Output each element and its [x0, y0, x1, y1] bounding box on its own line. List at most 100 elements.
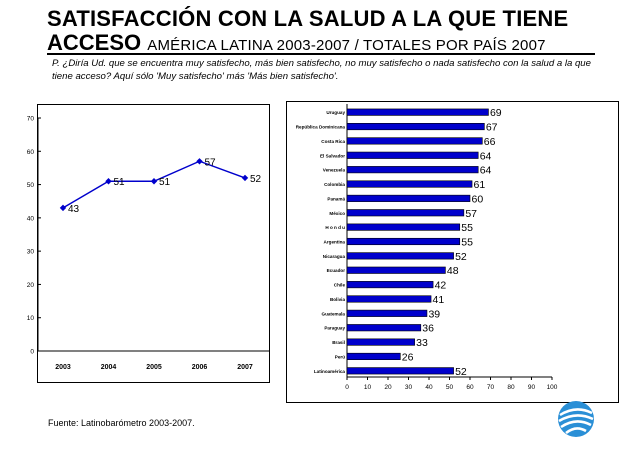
y-tick-label: 0: [30, 349, 34, 356]
y-tick-label: 30: [27, 249, 35, 256]
data-point: [196, 158, 203, 165]
data-label: 48: [447, 265, 459, 277]
data-label: 41: [433, 294, 445, 306]
bar: [346, 324, 422, 332]
x-tick-label: 2006: [192, 364, 208, 371]
data-point: [59, 204, 67, 212]
data-label: 55: [461, 222, 473, 234]
data-label: 52: [455, 251, 467, 263]
data-label: 57: [205, 157, 217, 168]
category-label: Panamá: [327, 196, 345, 201]
category-label: Latinoamérica: [314, 369, 346, 374]
bar: [346, 137, 483, 145]
y-tick-label: 50: [27, 182, 35, 189]
category-label: Bolivia: [330, 297, 346, 302]
source-note: Fuente: Latinobarómetro 2003-2007.: [48, 418, 195, 428]
bar: [346, 223, 461, 231]
y-tick-label: 70: [27, 116, 35, 123]
line-chart: 0 10 20 30 40 50 60 70 2003 2004 2005 2006 2007 43 51 5…: [27, 116, 269, 371]
category-label: Nicaragua: [323, 254, 346, 259]
x-tick-label: 90: [528, 384, 536, 391]
y-tick-label: 40: [27, 215, 35, 222]
category-label: Perú: [335, 354, 345, 359]
x-tick-label: 30: [405, 384, 413, 391]
bar: [346, 295, 432, 303]
bar: [346, 338, 415, 346]
y-tick-label: 20: [27, 282, 35, 289]
bar: [346, 166, 479, 174]
data-label: 67: [486, 122, 498, 134]
data-label: 52: [455, 366, 467, 378]
y-tick-label: 10: [27, 315, 35, 322]
category-label: H o n d u: [325, 225, 345, 230]
bar: [346, 108, 489, 116]
category-label: Costa Rica: [321, 139, 345, 144]
data-label: 64: [480, 150, 492, 162]
x-tick-label: 40: [425, 384, 433, 391]
data-label: 61: [474, 179, 486, 191]
bar: [346, 252, 454, 260]
bar: [346, 123, 485, 131]
subtitle: AMÉRICA LATINA 2003-2007 / TOTALES POR P…: [147, 37, 546, 54]
bar: [346, 309, 428, 317]
title-line-1: SATISFACCIÓN CON LA SALUD A LA QUE TIENE: [47, 6, 569, 31]
title-rule: [47, 53, 595, 55]
data-label: 43: [68, 204, 80, 215]
x-tick-label: 70: [487, 384, 495, 391]
x-tick-label: 100: [547, 384, 558, 391]
data-label: 51: [159, 177, 171, 188]
x-tick-label: 20: [384, 384, 392, 391]
bar: [346, 194, 471, 202]
category-label: República Dominicana: [296, 125, 346, 130]
bar: [346, 367, 454, 375]
bar: [346, 281, 434, 289]
bar: [346, 266, 446, 274]
category-label: Argentina: [324, 240, 346, 245]
bar: [346, 180, 473, 188]
category-label: Chile: [334, 283, 346, 288]
series-line: [62, 160, 246, 209]
x-tick-label: 2005: [146, 364, 162, 371]
latinobarometro-logo-icon: [558, 401, 594, 437]
x-tick-label: 80: [507, 384, 515, 391]
data-label: 69: [490, 107, 502, 119]
data-label: 66: [484, 136, 496, 148]
x-tick-label: 2004: [101, 364, 117, 371]
x-tick-label: 10: [364, 384, 372, 391]
x-tick-label: 0: [345, 384, 349, 391]
bar-chart: 0 10 20 30 40 50 60 70 80 90 100 Uruguay 69 República…: [296, 104, 558, 391]
data-label: 55: [461, 237, 473, 249]
line-chart-panel: 0 10 20 30 40 50 60 70 2003 2004 2005 2006 2007 43 51 5…: [27, 104, 270, 383]
x-tick-label: 2003: [55, 364, 71, 371]
data-label: 42: [435, 280, 447, 292]
category-label: Paraguay: [324, 326, 345, 331]
data-label: 33: [416, 337, 428, 349]
category-label: Brasil: [332, 340, 345, 345]
category-label: México: [329, 211, 345, 216]
data-label: 57: [465, 208, 477, 220]
y-tick-label: 60: [27, 149, 35, 156]
data-label: 51: [114, 177, 126, 188]
x-tick-label: 50: [446, 384, 454, 391]
title-line-2: ACCESO AMÉRICA LATINA 2003-2007 / TOTALE…: [47, 30, 546, 56]
category-label: Ecuador: [327, 268, 346, 273]
category-label: Uruguay: [326, 110, 345, 115]
data-point: [105, 178, 112, 185]
data-label: 26: [402, 351, 414, 363]
bar: [346, 209, 465, 217]
bar: [346, 237, 461, 246]
x-tick-label: 2007: [237, 364, 253, 371]
data-point: [241, 174, 249, 182]
bar: [346, 352, 401, 360]
data-label: 60: [472, 193, 484, 205]
survey-question: P. ¿Diría Ud. que se encuentra muy satis…: [52, 58, 591, 82]
data-label: 39: [428, 308, 440, 320]
title-acceso: ACCESO: [47, 30, 142, 55]
category-label: Guatemala: [322, 311, 346, 316]
category-label: El Salvador: [320, 153, 345, 158]
data-point: [150, 178, 158, 185]
x-tick-label: 60: [466, 384, 474, 391]
data-label: 36: [422, 323, 434, 335]
data-label: 64: [480, 165, 492, 177]
category-label: Venezuela: [323, 168, 346, 173]
